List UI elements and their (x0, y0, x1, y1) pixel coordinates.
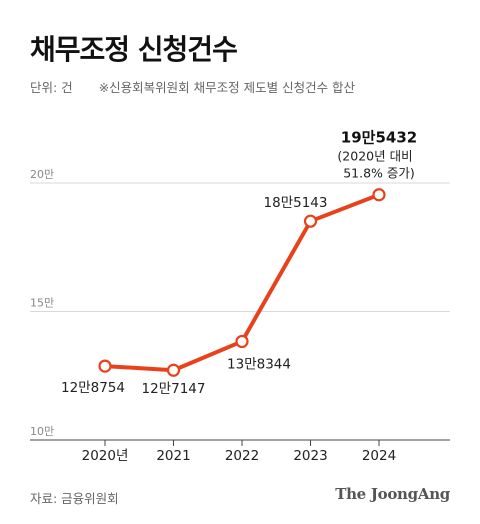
data-label: 12만7147 (142, 381, 206, 397)
x-tick-label: 2020년 (82, 448, 129, 464)
data-point (303, 214, 318, 228)
chart-title: 채무조정 신청건수 (30, 33, 238, 66)
data-point (98, 359, 112, 373)
x-tick-label: 2023 (293, 448, 327, 464)
data-point (372, 188, 386, 202)
data-label-highlight: 19만5432 (341, 129, 417, 147)
data-label: 13만8344 (227, 356, 291, 372)
data-point (166, 363, 181, 377)
source-note: ※신용회복위원회 채무조정 제도별 신청건수 합산 (98, 80, 356, 95)
y-tick-label: 20만 (30, 168, 54, 181)
source-label: 자료: 금융위원회 (30, 491, 119, 506)
annotation-line2: 51.8% 증가) (343, 166, 415, 181)
chart-subtitle: 단위: 건 ※신용회복위원회 채무조정 제도별 신청건수 합산 (30, 77, 355, 96)
data-point (235, 334, 249, 349)
x-tick-label: 2021 (156, 448, 190, 464)
brand-logo: The JoongAng (335, 485, 450, 503)
unit-label: 단위: 건 (30, 80, 73, 95)
data-label: 12만8754 (61, 380, 125, 396)
annotation-line1: (2020년 대비 (337, 149, 412, 164)
y-tick-label: 10만 (30, 425, 54, 438)
y-tick-label: 15만 (30, 297, 54, 310)
x-tick-label: 2022 (225, 448, 259, 464)
x-tick-label: 2024 (362, 448, 396, 464)
data-label: 18만5143 (264, 195, 328, 211)
